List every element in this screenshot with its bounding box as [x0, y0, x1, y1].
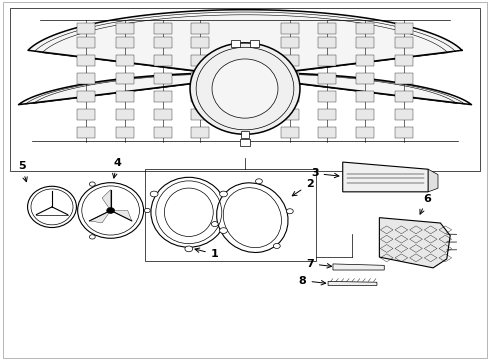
Bar: [77, 127, 95, 138]
Bar: [395, 73, 413, 84]
Bar: [395, 91, 413, 102]
Bar: [154, 91, 171, 102]
Bar: [281, 91, 299, 102]
Bar: [231, 40, 240, 46]
Circle shape: [150, 191, 158, 197]
Bar: [77, 23, 95, 34]
Polygon shape: [102, 190, 111, 211]
Circle shape: [273, 243, 280, 248]
Bar: [318, 91, 336, 102]
Bar: [191, 55, 209, 66]
Polygon shape: [19, 10, 471, 105]
Bar: [117, 55, 134, 66]
Bar: [395, 109, 413, 120]
Text: 2: 2: [292, 179, 314, 196]
Bar: [77, 37, 95, 48]
Bar: [117, 127, 134, 138]
Bar: [241, 131, 249, 138]
Circle shape: [211, 221, 218, 226]
Bar: [281, 73, 299, 84]
Bar: [154, 55, 171, 66]
Circle shape: [89, 235, 95, 239]
Bar: [356, 23, 373, 34]
Bar: [356, 55, 373, 66]
Text: 6: 6: [420, 194, 431, 214]
Text: 5: 5: [18, 161, 27, 182]
Bar: [281, 23, 299, 34]
Circle shape: [107, 208, 115, 213]
Bar: [117, 37, 134, 48]
Bar: [154, 23, 171, 34]
Bar: [356, 73, 373, 84]
Bar: [117, 23, 134, 34]
Bar: [117, 109, 134, 120]
Ellipse shape: [190, 43, 300, 134]
Circle shape: [185, 246, 193, 252]
Bar: [250, 40, 259, 46]
Bar: [191, 73, 209, 84]
Bar: [318, 55, 336, 66]
Circle shape: [255, 179, 262, 184]
Bar: [356, 37, 373, 48]
Bar: [395, 23, 413, 34]
Bar: [318, 109, 336, 120]
Text: 3: 3: [311, 168, 339, 179]
Polygon shape: [333, 264, 384, 270]
Bar: [191, 91, 209, 102]
Text: 4: 4: [113, 158, 121, 178]
Ellipse shape: [27, 186, 76, 228]
Bar: [77, 73, 95, 84]
Bar: [318, 37, 336, 48]
Bar: [281, 55, 299, 66]
Circle shape: [220, 191, 227, 197]
Bar: [154, 73, 171, 84]
Bar: [395, 37, 413, 48]
Bar: [154, 109, 171, 120]
Circle shape: [145, 208, 150, 213]
Circle shape: [220, 228, 227, 233]
Bar: [318, 23, 336, 34]
Bar: [395, 127, 413, 138]
Ellipse shape: [217, 183, 288, 252]
Bar: [191, 23, 209, 34]
Polygon shape: [428, 169, 438, 192]
Ellipse shape: [151, 177, 227, 247]
Circle shape: [287, 209, 294, 214]
Bar: [395, 55, 413, 66]
Bar: [318, 127, 336, 138]
Polygon shape: [379, 218, 450, 268]
Bar: [240, 139, 250, 146]
Polygon shape: [343, 162, 428, 192]
Bar: [356, 109, 373, 120]
Bar: [281, 37, 299, 48]
Bar: [191, 109, 209, 120]
Bar: [117, 73, 134, 84]
Bar: [191, 37, 209, 48]
Bar: [117, 91, 134, 102]
Polygon shape: [328, 282, 377, 285]
Bar: [154, 37, 171, 48]
Polygon shape: [111, 211, 132, 221]
Bar: [356, 91, 373, 102]
Circle shape: [89, 182, 95, 186]
Bar: [281, 127, 299, 138]
Text: 8: 8: [299, 276, 326, 285]
Bar: [77, 91, 95, 102]
Ellipse shape: [77, 183, 144, 238]
Bar: [318, 73, 336, 84]
Bar: [77, 55, 95, 66]
Bar: [77, 109, 95, 120]
Ellipse shape: [212, 59, 278, 118]
Bar: [154, 127, 171, 138]
Polygon shape: [90, 211, 111, 223]
Bar: [356, 127, 373, 138]
Bar: [281, 109, 299, 120]
Bar: [191, 127, 209, 138]
Text: 1: 1: [195, 248, 219, 259]
Text: 7: 7: [306, 259, 332, 269]
